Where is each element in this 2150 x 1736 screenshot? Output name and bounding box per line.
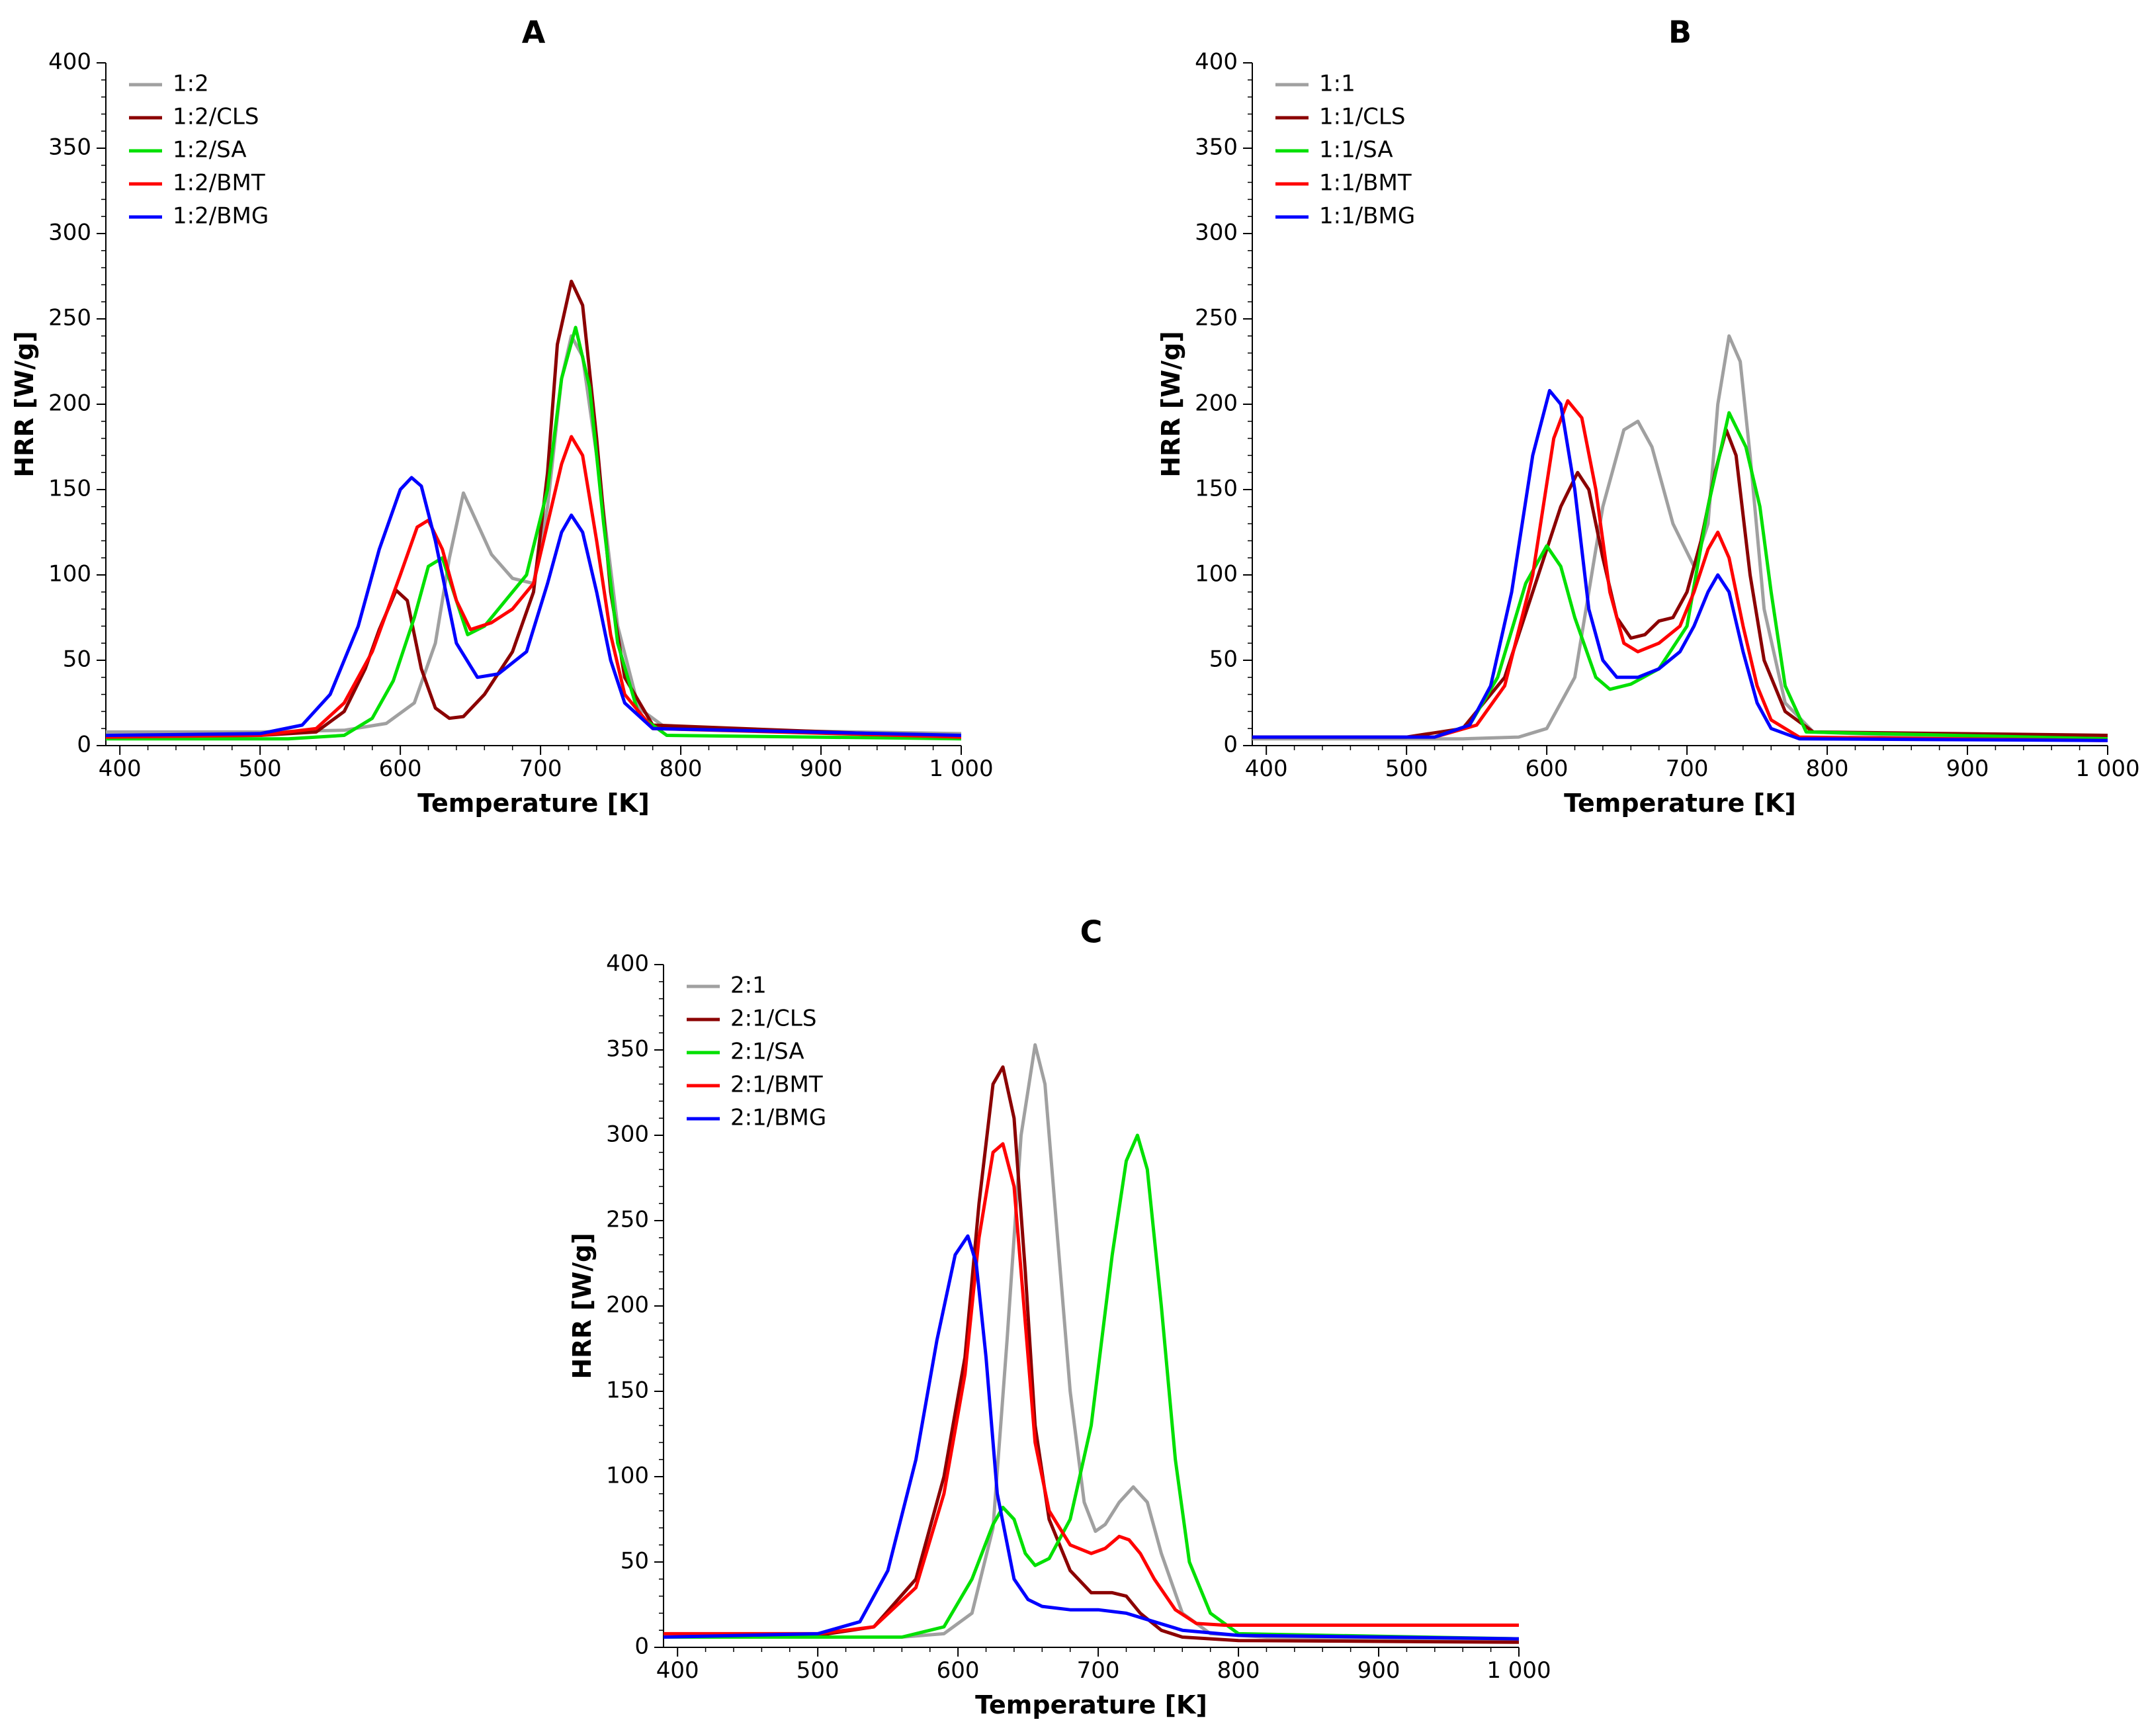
- y-tick-label: 150: [1195, 476, 1238, 502]
- x-tick-label: 800: [1806, 756, 1849, 782]
- legend-label: 1:1/BMG: [1319, 203, 1415, 230]
- legend-label: 1:2: [173, 71, 209, 97]
- series-line-1-2: [106, 334, 961, 736]
- legend-label: 1:2/CLS: [173, 104, 259, 130]
- y-tick-label: 150: [48, 476, 91, 502]
- series-line-1-1-BMG: [1252, 388, 2108, 742]
- x-tick-label: 500: [796, 1657, 839, 1684]
- x-tick-label: 900: [1946, 756, 1989, 782]
- y-tick-label: 250: [606, 1207, 649, 1233]
- legend-label: 2:1/BMT: [730, 1072, 823, 1098]
- series-line-1-1-CLS: [1252, 428, 2108, 739]
- x-tick-label: 900: [1357, 1657, 1400, 1684]
- x-axis-label: Temperature [K]: [1564, 789, 1796, 818]
- y-tick-label: 100: [1195, 561, 1238, 587]
- legend-label: 1:2/BMT: [173, 170, 265, 196]
- x-tick-label: 400: [99, 756, 142, 782]
- y-tick-label: 350: [606, 1036, 649, 1063]
- legend-label: 2:1/SA: [730, 1039, 804, 1065]
- series-line-1-2-CLS: [106, 279, 961, 739]
- panel-c: C 0 50 100 150 200 250 300 350 400 400 500 600 700 800…: [568, 914, 1551, 1720]
- series-line-1-1-BMT: [1252, 399, 2108, 742]
- y-tick-label: 50: [621, 1548, 649, 1575]
- legend-label: 2:1: [730, 973, 767, 999]
- y-axis-label: HRR [W/g]: [568, 1233, 597, 1379]
- x-tick-label: 400: [656, 1657, 699, 1684]
- series-line-2-1-SA: [664, 1133, 1519, 1641]
- x-tick-label: 700: [519, 756, 562, 782]
- x-tick-label: 800: [1217, 1657, 1260, 1684]
- y-tick-label: 400: [606, 951, 649, 977]
- legend-label: 1:2/BMG: [173, 203, 269, 230]
- y-tick-label: 250: [1195, 305, 1238, 331]
- y-tick-label: 0: [1223, 732, 1238, 758]
- legend-label: 1:1/BMT: [1319, 170, 1412, 196]
- series-line-2-1: [664, 1043, 1519, 1643]
- x-tick-label: 500: [1385, 756, 1428, 782]
- y-tick-label: 400: [1195, 49, 1238, 75]
- y-tick-label: 300: [48, 220, 91, 246]
- y-tick-label: 300: [606, 1121, 649, 1148]
- x-tick-label: 800: [660, 756, 703, 782]
- series-line-1-1-SA: [1252, 411, 2108, 741]
- y-tick-label: 0: [634, 1633, 649, 1660]
- y-tick-label: 200: [606, 1292, 649, 1319]
- x-tick-label: 1 000: [1486, 1657, 1551, 1684]
- y-tick-label: 200: [48, 390, 91, 417]
- chart-title: A: [522, 15, 546, 50]
- legend-label: 2:1/BMG: [730, 1105, 826, 1131]
- x-tick-label: 1 000: [2075, 756, 2139, 782]
- panel-b: B 0 50 100 150 200 250 300 350 400 400 500 600 700 800…: [1156, 15, 2140, 818]
- y-tick-label: 200: [1195, 390, 1238, 417]
- series-line-2-1-BMT: [664, 1142, 1519, 1635]
- legend-label: 1:1/CLS: [1319, 104, 1405, 130]
- series-line-2-1-CLS: [664, 1065, 1519, 1644]
- x-tick-label: 1 000: [929, 756, 993, 782]
- panel-a: A 0 50 100 150 200 250 300 350 400 400 500 600 700 800…: [10, 15, 994, 818]
- y-tick-label: 50: [1209, 646, 1238, 673]
- x-tick-label: 600: [937, 1657, 980, 1684]
- y-tick-label: 50: [63, 646, 91, 673]
- x-axis-label: Temperature [K]: [417, 789, 650, 818]
- series-group: [664, 1043, 1519, 1644]
- y-tick-label: 150: [606, 1377, 649, 1404]
- series-line-2-1-BMG: [664, 1234, 1519, 1641]
- y-tick-label: 250: [48, 305, 91, 331]
- series-line-1-2-BMT: [106, 435, 961, 739]
- series-group: [106, 279, 961, 741]
- x-tick-label: 600: [1526, 756, 1569, 782]
- series-line-1-2-BMG: [106, 476, 961, 737]
- y-tick-label: 350: [48, 134, 91, 161]
- chart-title: C: [1080, 914, 1103, 950]
- legend-label: 1:1/SA: [1319, 137, 1393, 163]
- y-axis-label: HRR [W/g]: [10, 331, 39, 477]
- legend-label: 2:1/CLS: [730, 1006, 816, 1032]
- chart-title: B: [1668, 15, 1692, 50]
- x-axis-label: Temperature [K]: [975, 1690, 1207, 1719]
- y-tick-label: 100: [606, 1463, 649, 1489]
- y-tick-label: 400: [48, 49, 91, 75]
- legend-label: 1:2/SA: [173, 137, 247, 163]
- series-line-1-2-SA: [106, 326, 961, 741]
- y-tick-label: 350: [1195, 134, 1238, 161]
- x-tick-label: 700: [1077, 1657, 1120, 1684]
- x-tick-label: 900: [800, 756, 843, 782]
- x-tick-label: 400: [1245, 756, 1288, 782]
- series-group: [1252, 334, 2108, 742]
- y-axis-label: HRR [W/g]: [1156, 331, 1185, 477]
- y-tick-label: 300: [1195, 220, 1238, 246]
- series-line-1-1: [1252, 334, 2108, 741]
- x-tick-label: 700: [1666, 756, 1709, 782]
- y-tick-label: 0: [77, 732, 91, 758]
- x-tick-label: 500: [239, 756, 282, 782]
- y-tick-label: 100: [48, 561, 91, 587]
- x-tick-label: 600: [379, 756, 422, 782]
- legend-label: 1:1: [1319, 71, 1355, 97]
